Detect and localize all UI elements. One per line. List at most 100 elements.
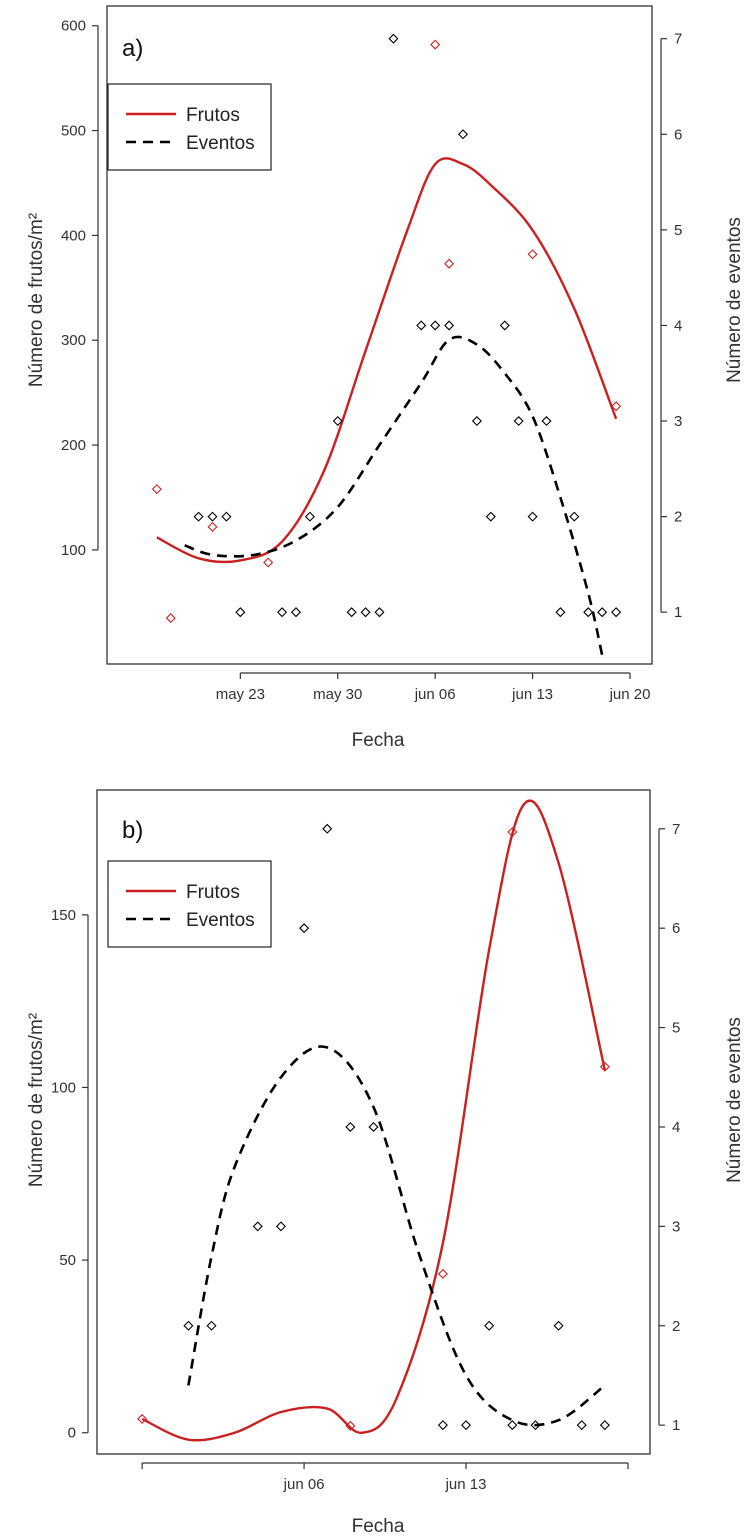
points-eventos (183, 823, 610, 1431)
right-tick-label: 5 (672, 1020, 680, 1037)
data-point-eventos (346, 607, 357, 618)
data-point-frutos (263, 557, 274, 568)
right-tick-label: 4 (674, 317, 682, 334)
right-y-axis: 1 2 3 4 5 6 7 (658, 821, 680, 1434)
right-tick-label: 5 (674, 222, 682, 239)
data-point-eventos (471, 416, 482, 427)
left-tick-label: 150 (51, 907, 76, 924)
x-tick-label: jun 06 (283, 1476, 325, 1493)
x-axis: jun 06 jun 13 (141, 1462, 629, 1493)
right-tick-label: 3 (672, 1218, 680, 1235)
right-tick-label: 1 (674, 604, 682, 621)
data-point-frutos (430, 39, 441, 50)
data-point-eventos (332, 416, 343, 427)
data-point-eventos (290, 607, 302, 618)
x-axis-title: Fecha (352, 730, 405, 751)
data-point-frutos (345, 1420, 356, 1431)
data-point-eventos (252, 1221, 263, 1232)
right-tick-label: 2 (672, 1318, 680, 1335)
legend: Frutos Eventos (107, 83, 272, 171)
left-tick-label: 600 (61, 18, 86, 35)
left-tick-label: 500 (61, 123, 86, 140)
right-tick-label: 2 (674, 509, 682, 526)
data-point-eventos (553, 1320, 564, 1331)
right-tick-label: 6 (674, 126, 682, 143)
panel-label: b) (122, 817, 143, 844)
data-point-frutos (444, 258, 455, 269)
data-point-eventos (599, 1420, 610, 1431)
legend-label-frutos: Frutos (186, 105, 240, 126)
data-point-eventos (576, 1420, 587, 1431)
x-tick-label: jun 13 (511, 686, 553, 703)
data-point-eventos (507, 1420, 518, 1431)
data-point-eventos (345, 1121, 356, 1132)
data-point-eventos (277, 607, 288, 618)
data-point-eventos (484, 1320, 495, 1331)
data-point-frutos (137, 1413, 148, 1424)
legend: Frutos Eventos (107, 860, 272, 948)
data-point-frutos (151, 484, 162, 495)
x-tick-label: may 30 (313, 686, 362, 703)
right-axis-title: Número de eventos (724, 1017, 745, 1183)
left-tick-label: 100 (61, 542, 86, 559)
left-axis-title: Número de frutos/m² (26, 213, 47, 387)
data-point-eventos (499, 320, 510, 331)
data-point-eventos (541, 416, 552, 427)
right-tick-label: 7 (672, 821, 680, 838)
legend-label-frutos: Frutos (186, 882, 240, 903)
data-point-eventos (437, 1420, 448, 1431)
data-point-eventos (611, 607, 622, 618)
right-tick-label: 3 (674, 413, 682, 430)
left-y-axis: 100 200 300 400 500 600 (61, 18, 99, 559)
data-point-eventos (388, 33, 399, 44)
data-point-eventos (416, 320, 427, 331)
data-point-frutos (165, 613, 176, 624)
plot-frame (106, 5, 653, 665)
data-point-frutos (611, 401, 622, 412)
data-point-eventos (207, 511, 218, 522)
x-tick-label: jun 06 (414, 686, 456, 703)
x-tick-label: jun 20 (609, 686, 651, 703)
data-point-eventos (206, 1320, 217, 1331)
left-tick-label: 400 (61, 227, 86, 244)
left-tick-label: 200 (61, 437, 86, 454)
series-line-eventos (184, 335, 604, 656)
data-point-eventos (275, 1221, 286, 1232)
right-y-axis: 1 2 3 4 5 6 7 (660, 31, 682, 621)
left-axis-title: Número de frutos/m² (26, 1013, 47, 1187)
left-tick-label: 300 (61, 332, 86, 349)
panel-label: a) (122, 35, 143, 62)
data-point-eventos (235, 607, 246, 618)
data-point-eventos (368, 1121, 379, 1132)
legend-box (107, 83, 272, 171)
data-point-frutos (507, 826, 518, 837)
x-tick-label: may 23 (216, 686, 265, 703)
series-line-eventos (187, 1045, 606, 1427)
data-point-eventos (527, 511, 538, 522)
chart-panel-a: 100 200 300 400 500 600 1 2 3 4 5 6 7 may 23 may 30 jun… (26, 5, 745, 751)
data-point-eventos (430, 320, 441, 331)
data-point-eventos (597, 607, 608, 618)
right-tick-label: 6 (672, 920, 680, 937)
points-frutos (137, 826, 610, 1431)
data-point-eventos (583, 607, 594, 618)
data-point-eventos (569, 511, 580, 522)
data-point-eventos (444, 320, 455, 331)
data-point-eventos (322, 823, 333, 834)
data-point-eventos (530, 1420, 541, 1431)
data-point-eventos (221, 511, 232, 522)
left-tick-label: 100 (51, 1079, 76, 1096)
legend-label-eventos: Eventos (186, 133, 255, 154)
right-tick-label: 7 (674, 31, 682, 48)
right-tick-label: 1 (672, 1417, 680, 1434)
data-point-eventos (360, 607, 371, 618)
legend-box (107, 860, 272, 948)
x-axis-title: Fecha (352, 1516, 405, 1536)
data-point-eventos (304, 511, 315, 522)
data-point-eventos (374, 607, 385, 618)
data-point-frutos (207, 521, 218, 532)
plot-frame (96, 789, 651, 1455)
points-frutos (151, 39, 622, 624)
data-point-eventos (183, 1320, 194, 1331)
